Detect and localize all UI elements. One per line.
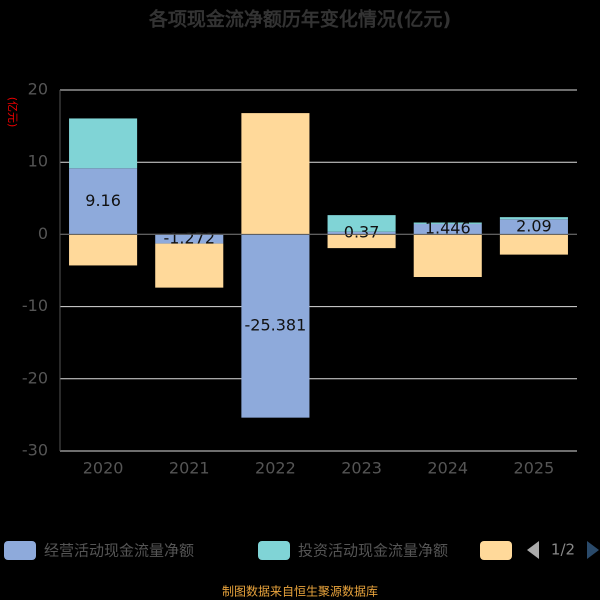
y-tick-label: -10 — [22, 296, 48, 315]
bar — [241, 113, 310, 235]
y-axis-label: (亿元) — [6, 97, 19, 128]
x-tick-label: 2022 — [255, 459, 296, 478]
legend-next[interactable] — [587, 541, 599, 559]
chart-title: 各项现金流净额历年变化情况(亿元) — [148, 8, 451, 31]
bar — [499, 217, 568, 220]
footer: 制图数据来自恒生聚源数据库 — [222, 584, 378, 599]
data-label: 2.09 — [516, 216, 552, 235]
legend-swatch — [4, 541, 36, 560]
y-tick-label: -20 — [22, 368, 48, 387]
y-tick-label: -30 — [22, 441, 48, 460]
bar — [155, 243, 224, 288]
bar — [413, 234, 482, 277]
legend-page: 1/2 — [551, 541, 575, 559]
bar — [241, 234, 310, 418]
legend-prev[interactable] — [527, 541, 539, 559]
bar — [499, 234, 568, 255]
x-tick-label: 2021 — [169, 459, 210, 478]
bar — [327, 215, 396, 232]
y-tick-label: 0 — [38, 224, 48, 243]
bar — [155, 234, 224, 244]
bar — [69, 118, 138, 169]
bar — [69, 234, 138, 266]
x-tick-label: 2020 — [83, 459, 124, 478]
bar — [413, 222, 482, 224]
legend-swatch — [258, 541, 290, 560]
data-label: -1.272 — [163, 228, 215, 247]
legend-swatch — [480, 541, 512, 560]
bar — [499, 219, 568, 235]
data-label: 1.446 — [425, 219, 471, 238]
bar — [69, 168, 138, 235]
x-tick-label: 2025 — [514, 459, 555, 478]
data-label: -25.381 — [245, 316, 307, 335]
bar — [413, 223, 482, 235]
x-tick-label: 2023 — [341, 459, 382, 478]
y-tick-label: 20 — [28, 80, 48, 99]
legend-label: 经营活动现金流量净额 — [44, 542, 194, 560]
data-label: 0.37 — [344, 223, 380, 242]
bar — [327, 231, 396, 235]
bar — [327, 234, 396, 249]
y-tick-label: 10 — [28, 152, 48, 171]
data-label: 9.16 — [85, 191, 121, 210]
x-tick-label: 2024 — [427, 459, 468, 478]
legend-label: 投资活动现金流量净额 — [298, 542, 448, 560]
